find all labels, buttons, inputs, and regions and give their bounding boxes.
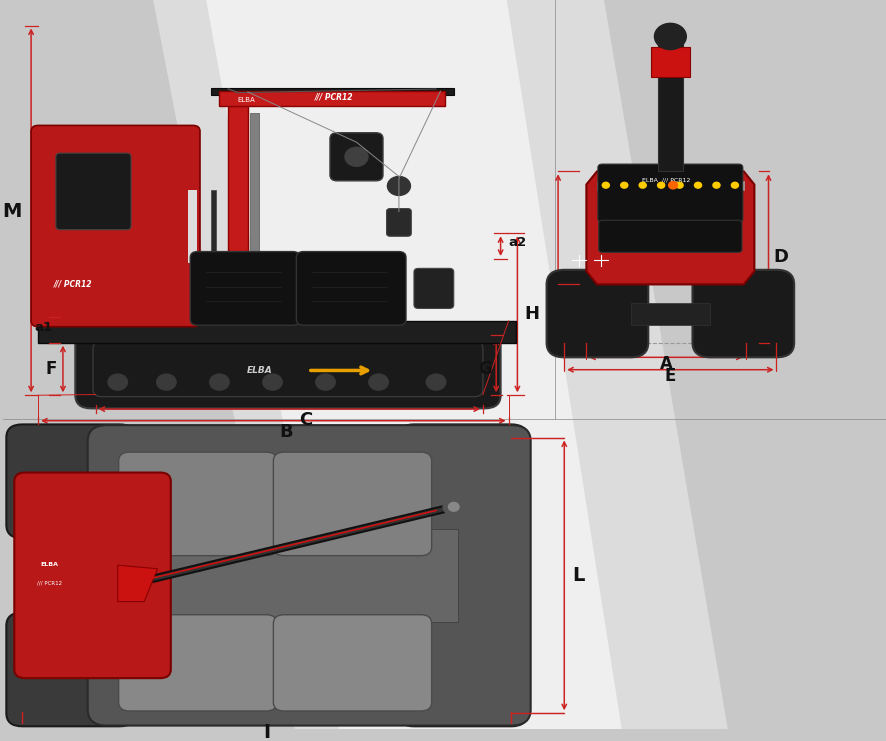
Text: ELBA: ELBA (246, 366, 272, 375)
Bar (160, 528, 458, 622)
Circle shape (108, 374, 128, 390)
FancyBboxPatch shape (597, 164, 742, 222)
FancyBboxPatch shape (398, 425, 526, 538)
Circle shape (668, 182, 677, 189)
Circle shape (157, 374, 176, 390)
Bar (38, 321, 515, 343)
FancyBboxPatch shape (119, 452, 276, 556)
Bar (228, 106, 247, 321)
Text: /// PCR12: /// PCR12 (315, 93, 354, 102)
Bar (219, 91, 445, 106)
FancyBboxPatch shape (598, 220, 742, 252)
Polygon shape (206, 0, 621, 729)
Polygon shape (153, 0, 727, 729)
Bar (563, 285, 775, 343)
FancyBboxPatch shape (119, 615, 276, 711)
Text: G: G (478, 360, 491, 378)
FancyBboxPatch shape (56, 153, 131, 230)
Text: F: F (46, 360, 57, 378)
Circle shape (443, 498, 464, 516)
Circle shape (712, 182, 719, 188)
Text: ELBA  /// PCR12: ELBA /// PCR12 (641, 178, 689, 182)
Circle shape (694, 182, 701, 188)
Text: D: D (773, 248, 788, 266)
Bar (189, 190, 197, 262)
FancyBboxPatch shape (88, 425, 530, 725)
Circle shape (315, 374, 335, 390)
FancyBboxPatch shape (546, 270, 648, 357)
Circle shape (209, 374, 229, 390)
FancyBboxPatch shape (31, 125, 199, 327)
Text: A: A (659, 355, 672, 373)
Text: a1: a1 (35, 322, 52, 334)
FancyBboxPatch shape (692, 270, 793, 357)
Text: ELBA: ELBA (41, 562, 58, 567)
Circle shape (345, 147, 368, 166)
FancyBboxPatch shape (398, 613, 526, 726)
FancyBboxPatch shape (386, 208, 411, 236)
Text: /// PCR12: /// PCR12 (37, 580, 62, 585)
Text: C: C (299, 411, 313, 429)
Bar (650, 47, 689, 76)
Polygon shape (38, 131, 192, 321)
Text: a2: a2 (508, 236, 526, 248)
Bar (596, 181, 743, 190)
Circle shape (654, 23, 686, 50)
Text: I: I (263, 722, 270, 741)
Circle shape (657, 182, 664, 188)
FancyBboxPatch shape (75, 330, 500, 408)
Circle shape (369, 374, 388, 390)
Bar (657, 36, 682, 171)
FancyBboxPatch shape (330, 133, 383, 181)
Text: /// PCR12: /// PCR12 (54, 280, 92, 289)
Bar (630, 302, 710, 325)
Bar (250, 113, 259, 299)
Circle shape (426, 374, 446, 390)
Circle shape (620, 182, 627, 188)
Circle shape (448, 502, 459, 511)
FancyBboxPatch shape (6, 613, 136, 726)
Text: E: E (664, 368, 675, 385)
Circle shape (387, 176, 410, 196)
Circle shape (675, 182, 682, 188)
FancyBboxPatch shape (190, 252, 299, 325)
Text: L: L (571, 566, 584, 585)
Circle shape (602, 182, 609, 188)
Text: B: B (278, 423, 292, 442)
Circle shape (639, 182, 646, 188)
Text: M: M (2, 202, 21, 221)
FancyBboxPatch shape (273, 615, 431, 711)
Circle shape (731, 182, 738, 188)
Bar (210, 87, 454, 95)
Circle shape (262, 374, 282, 390)
FancyBboxPatch shape (414, 268, 454, 308)
FancyBboxPatch shape (14, 473, 171, 678)
FancyBboxPatch shape (296, 252, 406, 325)
Polygon shape (118, 565, 158, 602)
FancyBboxPatch shape (6, 425, 136, 538)
Text: H: H (524, 305, 539, 322)
FancyBboxPatch shape (273, 452, 431, 556)
Text: ELBA: ELBA (237, 97, 254, 103)
Bar (210, 190, 215, 321)
Polygon shape (586, 171, 753, 285)
